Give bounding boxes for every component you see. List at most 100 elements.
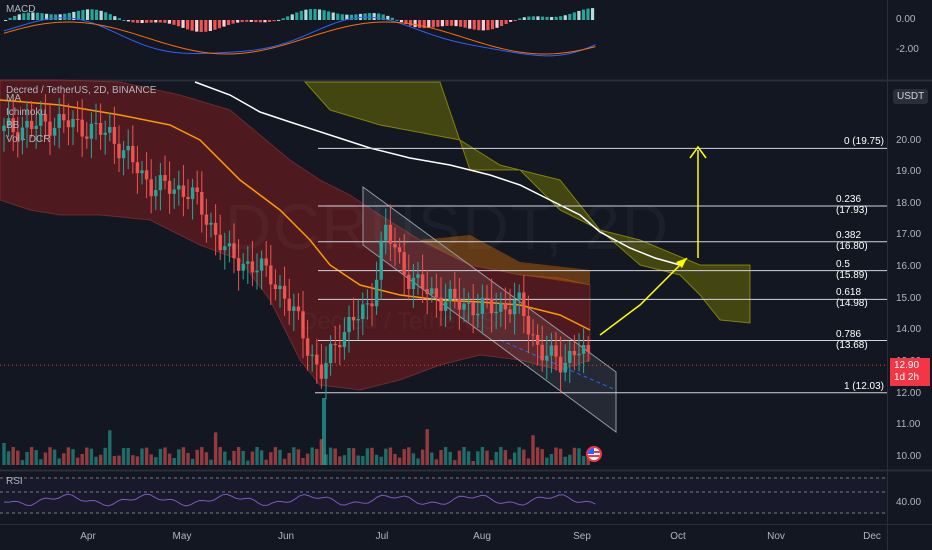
volume-bar	[218, 447, 222, 465]
macd-histogram-bar	[113, 16, 117, 20]
volume-bar	[379, 456, 383, 465]
volume-bar	[434, 459, 439, 465]
macd-histogram-bar	[545, 16, 549, 20]
candle	[558, 336, 563, 393]
volume-bar	[370, 447, 374, 465]
candle	[172, 178, 176, 209]
legend-bb[interactable]: BB	[6, 120, 20, 131]
candle	[80, 99, 84, 157]
macd-histogram-bar	[67, 12, 71, 20]
candle	[292, 293, 296, 332]
macd-tick-1: -2.00	[896, 44, 919, 55]
macd-histogram-bar	[8, 17, 12, 20]
candle-body	[338, 344, 342, 348]
currency-button[interactable]: USDT	[893, 89, 929, 104]
candle	[370, 283, 374, 327]
volume-bar	[462, 447, 466, 465]
macd-label[interactable]: MACD	[6, 4, 36, 15]
rsi-band	[0, 478, 887, 514]
volume-bar	[453, 460, 457, 465]
volume-bar	[278, 449, 282, 465]
candle-body	[407, 274, 411, 290]
legend-ma[interactable]: MA	[6, 93, 21, 104]
candle-body	[535, 334, 540, 345]
macd-histogram-bar	[490, 20, 495, 30]
candle	[278, 274, 282, 308]
candle	[319, 343, 324, 389]
volume-bar	[572, 447, 577, 465]
volume-bar	[512, 452, 517, 465]
candle-body	[425, 289, 429, 294]
candle-body	[508, 309, 512, 315]
candle	[218, 214, 222, 261]
candle-body	[554, 345, 558, 357]
volume-bar	[480, 447, 485, 465]
macd-histogram-bar	[468, 20, 472, 29]
legend-volume[interactable]: Vol · DCR	[6, 133, 51, 145]
candle	[586, 336, 590, 362]
candle	[29, 101, 34, 138]
volume-bar	[356, 455, 360, 465]
candle-body	[448, 288, 452, 302]
macd-histogram-bar	[518, 18, 522, 20]
candle	[476, 293, 480, 328]
volume-bar	[2, 443, 6, 465]
rsi-label[interactable]: RSI	[6, 476, 23, 487]
candle	[388, 204, 393, 261]
macd-histogram-bar	[340, 14, 344, 20]
candle-body	[342, 332, 347, 348]
symbol-line[interactable]: Decred / TetherUS, 2D, BINANCE	[6, 85, 157, 96]
candle-body	[186, 196, 190, 200]
rsi-line	[3, 493, 596, 507]
macd-histogram-bar	[354, 14, 358, 20]
us-flag-event-icon[interactable]	[586, 446, 602, 462]
volume-bar	[167, 453, 172, 465]
volume-bar	[236, 447, 241, 465]
legend-ichimoku[interactable]: Ichimoku	[6, 106, 47, 118]
macd-histogram-bar	[386, 15, 390, 20]
candle-body	[80, 119, 84, 137]
volume-bar	[439, 450, 443, 465]
candle-body	[453, 288, 457, 299]
candle-body	[236, 258, 241, 271]
bar-countdown: 1d 2h	[894, 372, 920, 383]
macd-histogram-bar	[427, 20, 431, 28]
candle	[39, 100, 43, 141]
fib-level-label-4: 0.618 (14.98)	[836, 287, 868, 310]
candle-body	[195, 187, 199, 192]
candle	[195, 170, 199, 205]
candle	[273, 269, 278, 301]
volume-bar	[204, 452, 209, 465]
candle	[126, 129, 130, 170]
candle	[545, 335, 549, 380]
volume-bar	[264, 459, 268, 465]
candle-body	[572, 350, 577, 356]
macd-histogram-bar	[563, 15, 567, 20]
volume-bar	[80, 453, 84, 465]
candle-body	[43, 114, 48, 122]
volume-bar	[241, 450, 245, 465]
candle-body	[526, 316, 531, 335]
macd-histogram-bar	[204, 20, 208, 32]
price-tick-label: 15.00	[896, 292, 922, 304]
candle-body	[545, 355, 549, 361]
volume-bar	[250, 451, 255, 465]
volume-bar	[292, 447, 296, 465]
candle	[43, 94, 48, 138]
candle-body	[39, 114, 43, 126]
candle-body	[103, 132, 107, 135]
volume-bar	[503, 450, 508, 465]
candle-body	[517, 292, 521, 300]
candle	[347, 305, 351, 353]
candle-body	[439, 297, 443, 311]
candle	[434, 273, 439, 318]
volume-bar	[126, 447, 130, 465]
candle-body	[499, 302, 503, 312]
macd-histogram-bar	[322, 10, 326, 20]
volume-bar	[457, 450, 462, 465]
candle	[259, 250, 264, 290]
fib-level-label-3: 0.5 (15.89)	[836, 258, 868, 281]
candle	[301, 291, 305, 359]
volume-bar	[563, 456, 567, 465]
